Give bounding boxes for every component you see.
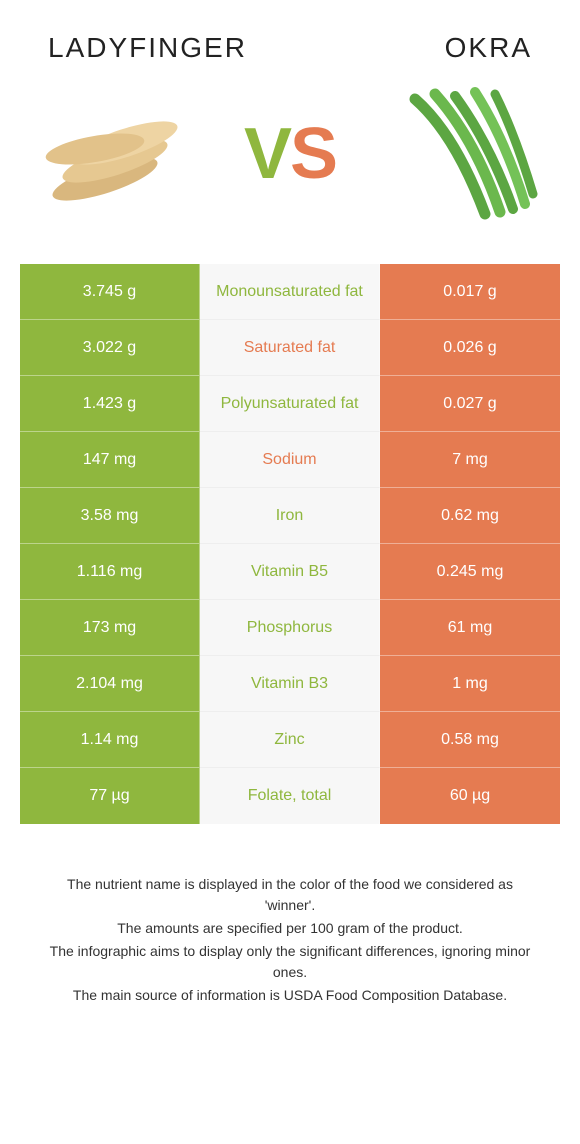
ladyfinger-image (30, 84, 200, 224)
value-left: 77 µg (20, 768, 200, 824)
footer-line: The main source of information is USDA F… (40, 985, 540, 1006)
vs-label: VS (244, 113, 336, 195)
footer-notes: The nutrient name is displayed in the co… (20, 874, 560, 1006)
nutrient-label: Iron (200, 488, 380, 544)
nutrient-label: Saturated fat (200, 320, 380, 376)
infographic-container: Ladyfinger Okra VS 3.745 gMonounsatura (0, 0, 580, 1028)
value-left: 3.58 mg (20, 488, 200, 544)
value-right: 7 mg (380, 432, 560, 488)
value-right: 61 mg (380, 600, 560, 656)
table-row: 3.745 gMonounsaturated fat0.017 g (20, 264, 560, 320)
table-row: 2.104 mgVitamin B31 mg (20, 656, 560, 712)
nutrient-label: Polyunsaturated fat (200, 376, 380, 432)
value-right: 0.027 g (380, 376, 560, 432)
value-left: 1.14 mg (20, 712, 200, 768)
table-row: 1.14 mgZinc0.58 mg (20, 712, 560, 768)
footer-line: The infographic aims to display only the… (40, 941, 540, 983)
value-left: 1.116 mg (20, 544, 200, 600)
table-row: 173 mgPhosphorus61 mg (20, 600, 560, 656)
nutrient-label: Monounsaturated fat (200, 264, 380, 320)
value-left: 3.745 g (20, 264, 200, 320)
value-left: 147 mg (20, 432, 200, 488)
nutrient-label: Vitamin B5 (200, 544, 380, 600)
value-left: 3.022 g (20, 320, 200, 376)
vs-s: S (290, 114, 336, 194)
nutrient-label: Folate, total (200, 768, 380, 824)
value-left: 2.104 mg (20, 656, 200, 712)
value-right: 0.017 g (380, 264, 560, 320)
table-row: 77 µgFolate, total60 µg (20, 768, 560, 824)
footer-line: The amounts are specified per 100 gram o… (40, 918, 540, 939)
nutrient-table: 3.745 gMonounsaturated fat0.017 g3.022 g… (20, 264, 560, 824)
table-row: 147 mgSodium7 mg (20, 432, 560, 488)
value-right: 0.026 g (380, 320, 560, 376)
nutrient-label: Vitamin B3 (200, 656, 380, 712)
value-left: 1.423 g (20, 376, 200, 432)
value-left: 173 mg (20, 600, 200, 656)
okra-image (380, 84, 550, 224)
nutrient-label: Sodium (200, 432, 380, 488)
table-row: 1.423 gPolyunsaturated fat0.027 g (20, 376, 560, 432)
food-title-left: Ladyfinger (48, 32, 247, 64)
value-right: 1 mg (380, 656, 560, 712)
table-row: 1.116 mgVitamin B50.245 mg (20, 544, 560, 600)
food-title-right: Okra (445, 32, 532, 64)
value-right: 0.58 mg (380, 712, 560, 768)
table-row: 3.022 gSaturated fat0.026 g (20, 320, 560, 376)
value-right: 60 µg (380, 768, 560, 824)
table-row: 3.58 mgIron0.62 mg (20, 488, 560, 544)
footer-line: The nutrient name is displayed in the co… (40, 874, 540, 916)
nutrient-label: Phosphorus (200, 600, 380, 656)
nutrient-label: Zinc (200, 712, 380, 768)
vs-v: V (244, 114, 290, 194)
images-row: VS (20, 84, 560, 224)
value-right: 0.62 mg (380, 488, 560, 544)
header-row: Ladyfinger Okra (20, 32, 560, 64)
value-right: 0.245 mg (380, 544, 560, 600)
